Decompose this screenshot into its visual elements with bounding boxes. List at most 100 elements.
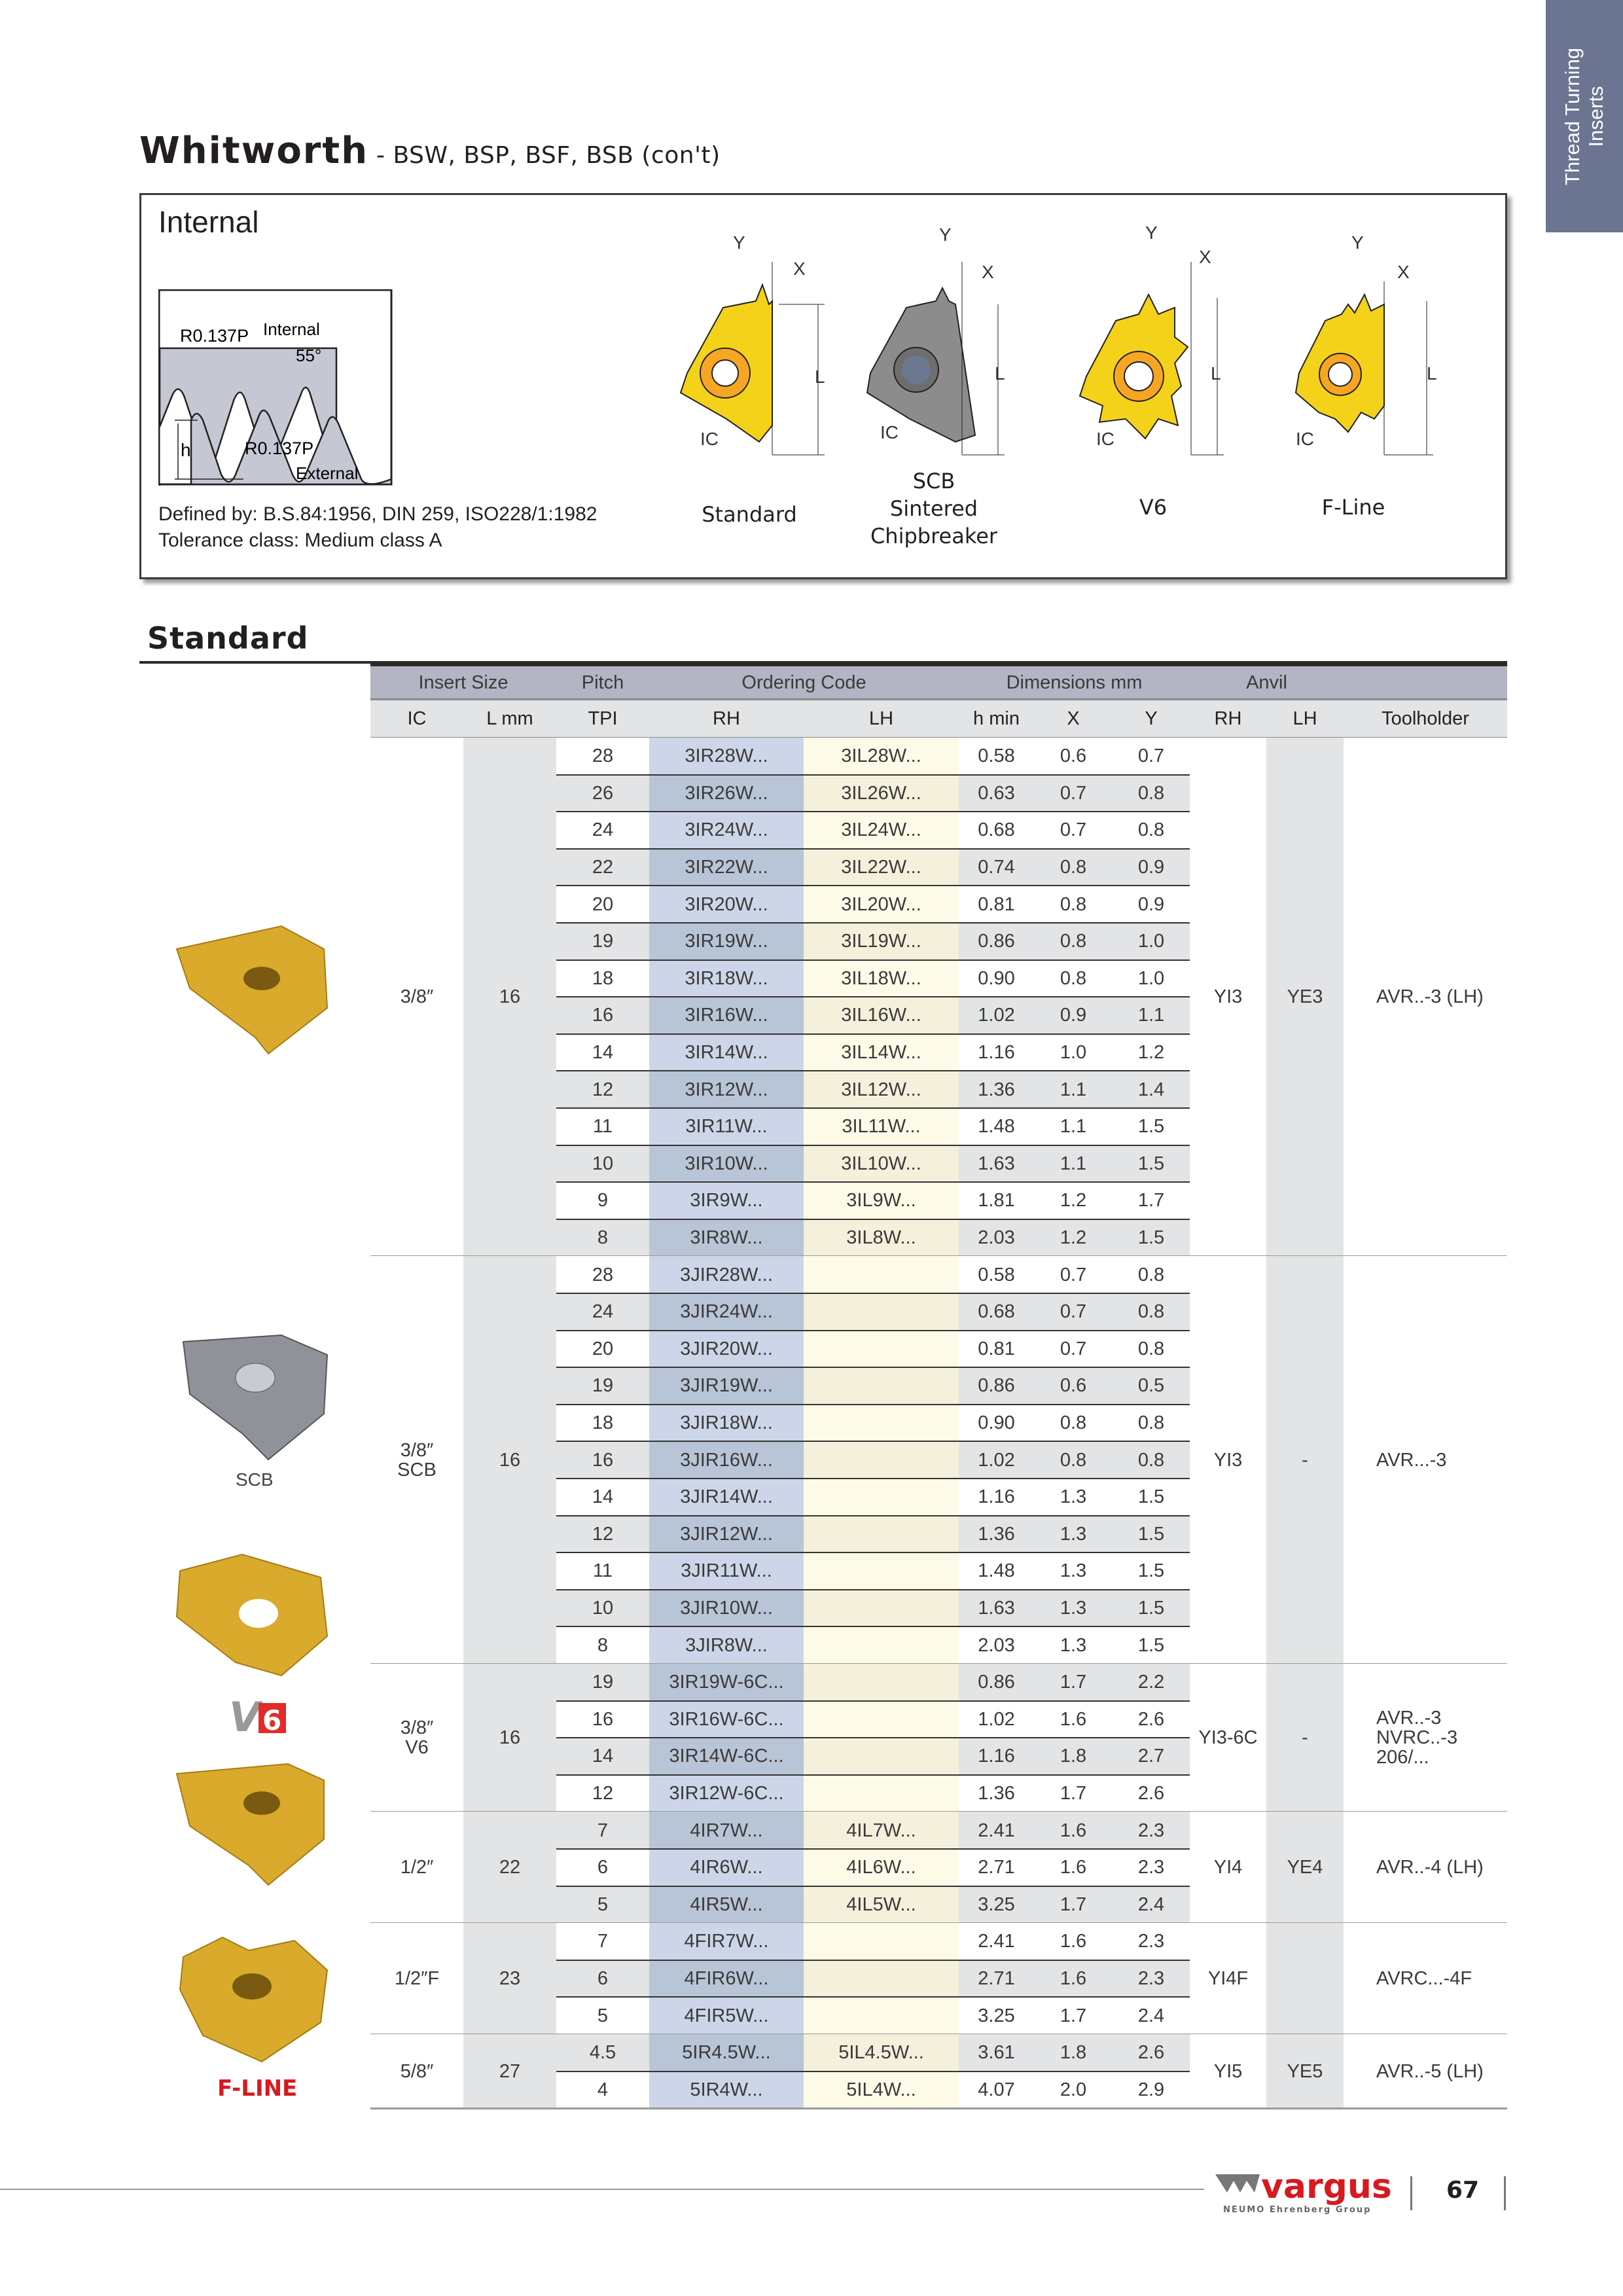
h-min: 1.48 [959,1108,1034,1145]
tpi: 20 [556,1330,649,1368]
h-min: 1.36 [959,1515,1034,1553]
row-divider [556,1552,1190,1554]
tpi: 5 [556,1997,649,2034]
header-group: Insert Size [370,666,556,699]
dim-x: 0.9 [1034,997,1113,1034]
insert-label-scb: SCB Sintered Chipbreaker [836,467,1032,550]
toolholder: AVR...-3 [1344,1256,1507,1664]
standard-insert-photo [175,925,329,1055]
dim-l-label: L [1211,363,1221,384]
dim-x: 1.7 [1034,1886,1113,1924]
h-min: 0.86 [959,1664,1034,1701]
h-min: 4.07 [959,2071,1034,2109]
row-divider [556,1181,1190,1183]
section-tab: Thread Turning Inserts [1546,0,1623,232]
dim-x: 0.7 [1034,774,1113,812]
v6-logo-text: 6 [262,1704,281,1736]
dim-x: 1.7 [1034,1664,1113,1701]
ordering-code-lh [804,1997,959,2034]
dim-ic-label: IC [1296,429,1314,449]
toolholder: AVR..-5 (LH) [1344,2034,1507,2109]
dim-x: 1.3 [1034,1589,1113,1627]
v6-insert-photo [175,1553,329,1677]
dim-x: 1.3 [1034,1552,1113,1590]
ordering-code-rh: 3JIR19W... [649,1367,804,1405]
dim-x: 1.8 [1034,1738,1113,1775]
row-divider [556,1737,1190,1739]
ordering-code-lh: 4IL6W... [804,1849,959,1886]
tpi: 18 [556,1404,649,1442]
anvil-lh: YE3 [1266,738,1344,1257]
ordering-code-rh: 3JIR18W... [649,1404,804,1442]
ordering-code-lh [804,1700,959,1738]
dim-y: 0.8 [1113,774,1190,812]
ordering-code-lh [804,1960,959,1998]
dim-y: 2.6 [1113,1700,1190,1738]
h-min: 2.41 [959,1812,1034,1849]
tpi: 19 [556,1664,649,1701]
scb-label: SCB [236,1469,274,1490]
dim-x: 1.3 [1034,1515,1113,1553]
dim-x-label: X [1397,262,1410,282]
dim-y: 1.5 [1113,1479,1190,1516]
ordering-code-lh [804,1293,959,1331]
dim-y: 0.8 [1113,1441,1190,1479]
ordering-code-rh: 4IR7W... [649,1812,804,1849]
dim-x: 1.2 [1034,1219,1113,1257]
anvil-lh [1266,1923,1344,2034]
row-divider [556,1478,1190,1479]
dim-x: 2.0 [1034,2071,1113,2109]
anvil-rh: YI3-6C [1190,1664,1266,1812]
ordering-code-lh: 3IL18W... [804,960,959,997]
dim-x: 1.7 [1034,1997,1113,2034]
dim-y-label: Y [939,224,952,245]
tpi: 11 [556,1108,649,1145]
row-divider [556,922,1190,924]
ordering-code-lh: 5IL4.5W... [804,2034,959,2072]
section-rule [139,661,1507,664]
column-header: IC [370,699,463,738]
row-divider [556,1218,1190,1220]
dim-y: 1.0 [1113,960,1190,997]
ordering-code-lh [804,1404,959,1442]
ordering-code-lh [804,1664,959,1701]
ordering-code-lh [804,1589,959,1627]
ordering-code-lh: 5IL4W... [804,2071,959,2109]
row-divider [556,1700,1190,1702]
svg-text:V: V [229,1693,264,1741]
header-group [1344,666,1507,699]
h-min: 3.25 [959,1886,1034,1924]
dim-x: 0.7 [1034,1330,1113,1368]
row-divider [556,2070,1190,2072]
ordering-code-rh: 3IR11W... [649,1108,804,1145]
dim-ic-label: IC [880,422,899,442]
dim-x: 0.8 [1034,923,1113,960]
ordering-code-rh: 3IR16W... [649,997,804,1034]
insert-length: 16 [463,1664,556,1812]
column-header: X [1034,699,1113,738]
dim-l-label: L [995,363,1005,384]
dim-x: 1.2 [1034,1182,1113,1219]
row-divider [556,1293,1190,1294]
h-min: 0.74 [959,848,1034,886]
tpi: 11 [556,1552,649,1590]
dim-y: 2.6 [1113,1774,1190,1812]
dim-y-label: Y [1351,232,1364,253]
insert-ic: 5/8″ [370,2034,463,2109]
ordering-code-rh: 3IR12W... [649,1071,804,1108]
tpi: 6 [556,1960,649,1998]
ordering-code-rh: 3IR19W... [649,923,804,960]
ordering-code-rh: 3JIR16W... [649,1441,804,1479]
tpi: 8 [556,1626,649,1664]
dim-x-label: X [1199,247,1211,267]
h-min: 2.71 [959,1960,1034,1998]
header-group: Anvil [1190,666,1344,699]
row-divider [556,1070,1190,1072]
dim-y: 0.8 [1113,1330,1190,1368]
dim-x: 1.1 [1034,1108,1113,1145]
dim-y: 1.4 [1113,1071,1190,1108]
h-min: 2.03 [959,1219,1034,1257]
h-min: 0.58 [959,738,1034,775]
column-header: Y [1113,699,1190,738]
toolholder: AVRC...-4F [1344,1923,1507,2034]
